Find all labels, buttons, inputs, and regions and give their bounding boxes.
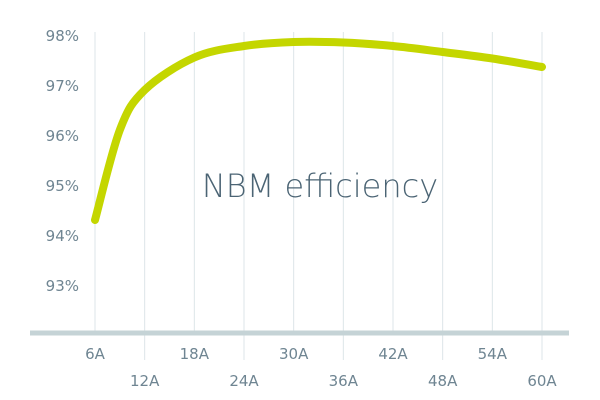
series-line: [91, 37, 546, 224]
chart-title: NBM efficiency: [202, 167, 438, 205]
y-tick-label: 96%: [46, 127, 79, 145]
y-tick-label: 95%: [46, 177, 79, 195]
x-tick-label: 18A: [180, 345, 210, 363]
y-tick-label: 97%: [46, 77, 79, 95]
x-tick-labels: 6A 12A 18A 24A 30A 36A 42A 48A 54A 60A: [85, 345, 557, 390]
y-tick-labels: 93% 94% 95% 96% 97% 98%: [46, 27, 79, 295]
y-tick-label: 98%: [46, 27, 79, 45]
x-tick-label: 24A: [229, 372, 259, 390]
y-tick-label: 93%: [46, 277, 79, 295]
x-tick-label: 30A: [279, 345, 309, 363]
x-tick-label: 12A: [130, 372, 160, 390]
x-tick-label: 42A: [378, 345, 408, 363]
x-tick-label: 60A: [527, 372, 557, 390]
x-tick-label: 6A: [85, 345, 106, 363]
x-tick-label: 54A: [478, 345, 508, 363]
y-tick-label: 94%: [46, 227, 79, 245]
x-tick-label: 36A: [329, 372, 359, 390]
x-tick-label: 48A: [428, 372, 458, 390]
